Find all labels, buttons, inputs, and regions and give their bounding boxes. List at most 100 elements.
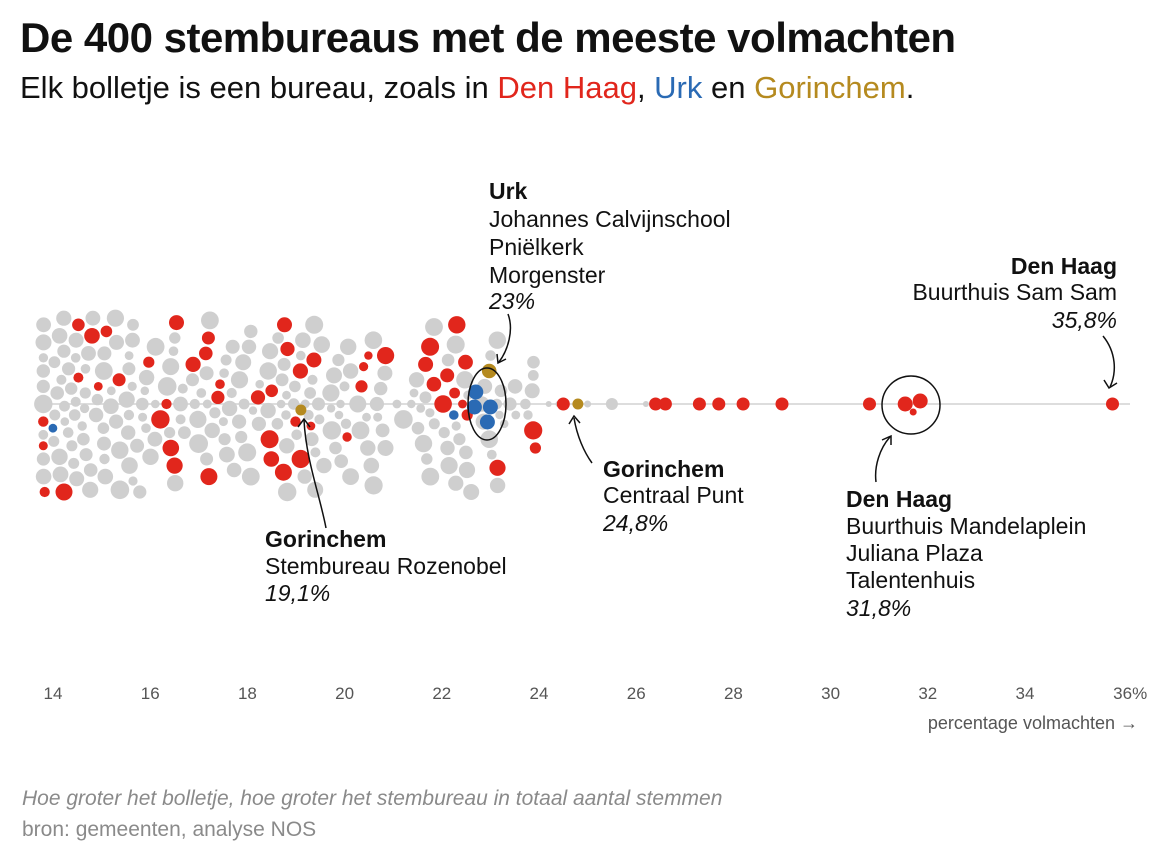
annotation-rozenobel-value: 19,1%: [265, 580, 330, 606]
bureau-dot: [486, 449, 497, 460]
bureau-dot: [49, 409, 61, 421]
bureau-dot: [642, 401, 649, 407]
bureau-dot: [329, 441, 342, 455]
x-axis-label: percentage volmachten →: [928, 713, 1138, 733]
bureau-dot: [458, 399, 467, 409]
bureau-dot: [453, 433, 466, 446]
bureau-dot: [262, 343, 279, 360]
bureau-dot: [146, 337, 165, 356]
highlight-dot-urk: [466, 399, 482, 415]
mandela-arrowhead: [881, 434, 892, 445]
bureau-dot: [263, 451, 280, 467]
bureau-dot: [200, 452, 214, 466]
highlight-dot-den-haag: [1106, 397, 1119, 411]
bureau-dot: [342, 363, 359, 379]
den-haag-highlight-ring: [881, 375, 941, 435]
bureau-dot: [221, 400, 238, 417]
highlight-dots-layer: [295, 384, 1119, 430]
bureau-dot: [339, 381, 350, 392]
bureau-dot: [485, 350, 496, 361]
bureau-dot: [219, 446, 235, 463]
bureau-dot: [459, 445, 473, 460]
highlight-dot-den-haag: [912, 393, 928, 409]
chart-subtitle: Elk bolletje is een bureau, zoals in Den…: [20, 70, 914, 106]
bureau-dot: [523, 410, 533, 420]
annotation-mandela-value: 31,8%: [846, 595, 911, 621]
bureau-dot: [507, 379, 523, 394]
bureau-dot: [342, 432, 352, 442]
bureau-dot: [36, 379, 50, 393]
annotation-urk-line-1: Johannes Calvijnschool: [489, 206, 731, 232]
bureau-dot: [62, 427, 74, 438]
bureau-dot: [189, 410, 207, 428]
bureau-dot: [334, 454, 349, 469]
bureau-dot: [162, 358, 180, 376]
annotation-urk-city: Urk: [489, 178, 528, 204]
bureau-dot: [88, 407, 104, 423]
bureau-dot: [296, 350, 306, 361]
subtitle-sep-1: ,: [636, 70, 655, 105]
bureau-dot: [136, 397, 149, 411]
bureau-dot: [271, 418, 284, 430]
bureau-dot: [279, 438, 295, 454]
highlight-dot-den-haag: [712, 397, 726, 411]
bureau-dot: [100, 325, 113, 338]
x-tick-label: 20: [335, 684, 354, 703]
bureau-dot: [219, 368, 229, 379]
bureau-dot: [178, 426, 191, 439]
bureau-dot: [106, 309, 124, 327]
bureau-dot: [83, 463, 98, 477]
bureau-dot: [326, 404, 336, 413]
annotation-urk-line-2: Pniëlkerk: [489, 234, 584, 260]
bureau-dot: [232, 414, 247, 429]
bureau-dot: [97, 468, 114, 485]
bureau-dot: [79, 403, 90, 414]
x-tick-label: 18: [238, 684, 257, 703]
bureau-dot: [36, 364, 50, 378]
bureau-dot: [51, 448, 68, 465]
bureau-dot: [441, 353, 455, 367]
bureau-dot: [175, 414, 186, 425]
annotation-samsam-value: 35,8%: [1052, 307, 1117, 333]
bureau-dot: [85, 310, 101, 326]
bureau-dot: [169, 332, 181, 344]
bureau-dot: [428, 418, 440, 430]
bureau-dot: [272, 332, 284, 344]
bureau-dot: [529, 442, 542, 454]
bureau-dot: [438, 427, 450, 439]
mandela-arrow: [874, 436, 891, 483]
x-tick-label: 24: [530, 684, 549, 703]
highlight-dot-urk: [468, 384, 484, 400]
bureau-dot: [241, 339, 257, 354]
dots-layer: [34, 309, 649, 502]
bureau-dot: [60, 417, 70, 426]
bureau-dot: [292, 363, 308, 379]
bureau-dot: [426, 376, 442, 392]
annotation-centraal-line-1: Centraal Punt: [603, 482, 744, 508]
bureau-dot: [362, 412, 371, 422]
bureau-dot: [200, 468, 218, 486]
bureau-dot: [99, 453, 110, 465]
bureau-dot: [35, 334, 52, 351]
bureau-dot: [251, 416, 266, 431]
bureau-dot: [97, 422, 110, 435]
bureau-dot: [316, 457, 332, 474]
bureau-dot: [414, 434, 433, 453]
bureau-dot: [527, 355, 540, 369]
bureau-dot: [199, 366, 214, 381]
bureau-dot: [495, 410, 504, 420]
bureau-dot: [322, 384, 340, 402]
rozenobel-arrowhead: [297, 417, 311, 428]
bureau-dot: [122, 362, 136, 376]
subtitle-suffix: .: [905, 70, 915, 105]
bureau-dot: [277, 317, 292, 333]
bureau-dot: [118, 391, 135, 408]
bureau-dot: [72, 318, 85, 332]
annotation-samsam-line-1: Buurthuis Sam Sam: [912, 279, 1117, 305]
bureau-dot: [419, 391, 432, 404]
bureau-dot: [68, 332, 84, 348]
bureau-dot: [77, 421, 87, 431]
bureau-dot: [374, 381, 388, 396]
highlight-dot-den-haag: [649, 397, 663, 411]
